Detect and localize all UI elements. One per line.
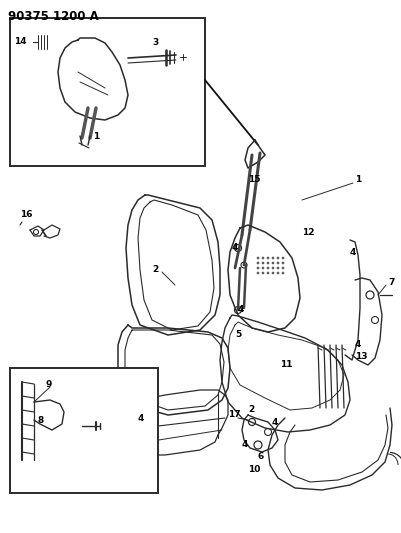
Circle shape [257, 262, 259, 264]
Text: 15: 15 [248, 175, 261, 184]
Circle shape [257, 272, 259, 274]
Text: 4: 4 [232, 243, 238, 252]
Text: 17: 17 [228, 410, 241, 419]
Circle shape [267, 257, 269, 259]
Text: 13: 13 [355, 352, 367, 361]
Circle shape [272, 267, 274, 269]
Text: 7: 7 [388, 278, 394, 287]
Text: 90375 1200 A: 90375 1200 A [8, 10, 99, 23]
Circle shape [262, 267, 264, 269]
Text: 4: 4 [272, 418, 278, 427]
Text: 4: 4 [355, 340, 361, 349]
Circle shape [257, 267, 259, 269]
Text: 11: 11 [280, 360, 292, 369]
Text: 5: 5 [235, 330, 241, 339]
Text: 8: 8 [38, 416, 44, 425]
Text: 1: 1 [93, 132, 99, 141]
Text: 12: 12 [302, 228, 314, 237]
Circle shape [277, 262, 279, 264]
Text: 6: 6 [258, 452, 264, 461]
Bar [10, 18, 205, 166]
Circle shape [282, 262, 284, 264]
Circle shape [277, 267, 279, 269]
Text: 3: 3 [152, 38, 158, 47]
Circle shape [282, 272, 284, 274]
Circle shape [257, 257, 259, 259]
Text: 4: 4 [238, 305, 244, 314]
Circle shape [272, 262, 274, 264]
Circle shape [282, 257, 284, 259]
Circle shape [277, 272, 279, 274]
Text: 4: 4 [242, 440, 248, 449]
Circle shape [267, 267, 269, 269]
Text: 10: 10 [248, 465, 260, 474]
Circle shape [262, 257, 264, 259]
Text: 16: 16 [20, 210, 32, 219]
Circle shape [272, 272, 274, 274]
Text: 4: 4 [350, 248, 356, 257]
Bar [52, 412, 82, 440]
Text: 14: 14 [14, 37, 26, 46]
Text: 2: 2 [152, 265, 158, 274]
Text: 1: 1 [355, 175, 361, 184]
Text: 4: 4 [138, 414, 144, 423]
Circle shape [262, 272, 264, 274]
Circle shape [267, 272, 269, 274]
Circle shape [282, 267, 284, 269]
Text: 2: 2 [248, 405, 254, 414]
Circle shape [272, 257, 274, 259]
Bar [10, 368, 158, 493]
Text: 9: 9 [45, 380, 51, 389]
Circle shape [267, 262, 269, 264]
Circle shape [262, 262, 264, 264]
Circle shape [277, 257, 279, 259]
